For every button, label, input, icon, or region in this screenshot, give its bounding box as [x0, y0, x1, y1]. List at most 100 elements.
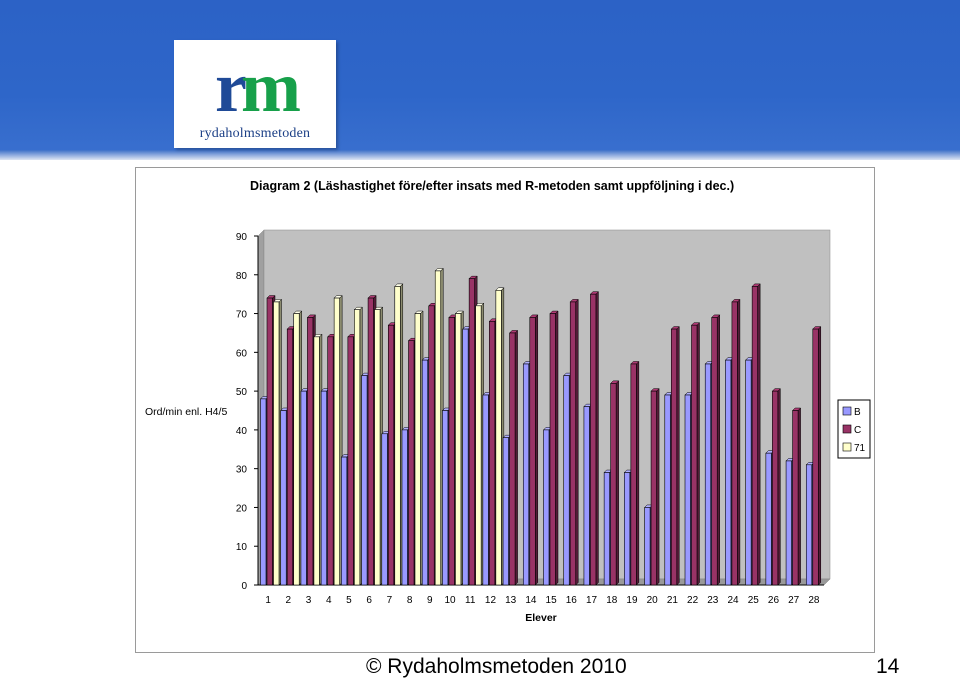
footer-copyright: © Rydaholmsmetoden 2010: [366, 655, 627, 678]
bar-front: [354, 309, 361, 586]
bar-side: [656, 388, 660, 586]
y-tick-label: 10: [236, 542, 248, 553]
bar-front: [603, 472, 610, 586]
bar: [394, 283, 404, 586]
legend-swatch: [842, 442, 852, 452]
bar-front: [313, 336, 320, 586]
bar-front: [475, 305, 482, 586]
y-tick-label: 60: [236, 348, 248, 359]
x-tick-label: 17: [586, 595, 598, 606]
x-tick-label: 6: [366, 595, 372, 606]
y-tick-label: 70: [236, 310, 248, 321]
legend-label: B: [854, 407, 861, 418]
bar-front: [260, 398, 267, 586]
bar-side: [535, 314, 539, 586]
bar: [508, 329, 519, 586]
x-tick-label: 26: [768, 595, 780, 606]
bar-front: [624, 472, 631, 586]
bar-front: [630, 363, 637, 586]
bar: [529, 314, 539, 586]
bar-side: [636, 360, 640, 586]
x-tick-label: 3: [306, 595, 312, 606]
bar-front: [367, 297, 374, 586]
bar: [333, 294, 343, 586]
bar-front: [307, 317, 314, 586]
bar-front: [543, 429, 550, 586]
bar-front: [320, 390, 327, 586]
bar: [434, 267, 444, 586]
bar-front: [394, 286, 401, 586]
bar-side: [676, 325, 680, 586]
bar-front: [408, 340, 415, 586]
x-tick-label: 22: [687, 595, 699, 606]
bar-front: [563, 375, 570, 586]
x-tick-label: 15: [546, 595, 558, 606]
x-tick-label: 28: [808, 595, 820, 606]
bar-front: [590, 293, 597, 586]
x-axis-label: Elever: [525, 612, 557, 624]
bar-side: [595, 291, 599, 586]
bar: [414, 310, 424, 586]
bar: [610, 380, 620, 586]
bar-front: [374, 309, 381, 586]
legend-label: C: [854, 425, 861, 436]
bar-side: [757, 283, 761, 586]
bar: [475, 302, 485, 586]
bar: [272, 298, 283, 586]
x-tick-label: 19: [626, 595, 638, 606]
y-tick-label: 80: [236, 271, 248, 282]
bar-front: [448, 317, 455, 586]
bar-side: [818, 325, 822, 586]
bar-side: [615, 380, 619, 586]
bar-front: [489, 321, 496, 586]
bar: [630, 360, 640, 586]
logo-text: rydaholmsmetoden: [199, 126, 311, 141]
x-tick-label: 8: [407, 595, 413, 606]
bar-front: [300, 390, 307, 586]
bar-side: [777, 388, 781, 586]
bar-front: [387, 324, 395, 586]
x-tick-label: 13: [505, 595, 517, 606]
bar: [353, 306, 363, 586]
bar-front: [333, 297, 340, 586]
bar-front: [273, 301, 280, 586]
y-axis-label: Ord/min enl. H4/5: [145, 406, 227, 418]
bar: [454, 310, 465, 586]
x-tick-label: 18: [606, 595, 618, 606]
bar-front: [509, 332, 516, 586]
x-tick-label: 23: [707, 595, 719, 606]
x-tick-label: 11: [465, 595, 476, 606]
bar-side: [555, 310, 559, 586]
bar-front: [327, 336, 334, 586]
bar: [791, 407, 802, 586]
bar-front: [569, 301, 577, 586]
bar-side: [797, 407, 801, 586]
legend-swatch: [842, 406, 852, 416]
bar: [589, 291, 600, 586]
x-tick-label: 21: [667, 595, 679, 606]
bar: [569, 298, 579, 586]
bar-front: [725, 359, 732, 586]
bar: [812, 325, 822, 586]
bar: [293, 310, 303, 586]
bar-front: [361, 375, 368, 586]
bar-front: [462, 328, 469, 586]
logo-mark: rm: [174, 51, 336, 123]
bar-front: [347, 336, 354, 586]
bar-front: [442, 410, 449, 586]
bar-front: [650, 390, 657, 586]
x-tick-label: 7: [387, 595, 393, 606]
x-tick-label: 14: [525, 595, 537, 606]
bar-front: [731, 301, 738, 586]
bar: [690, 322, 701, 586]
bar: [771, 388, 781, 586]
bar-front: [381, 433, 388, 586]
bar-side: [696, 322, 700, 586]
bar-front: [522, 363, 530, 586]
bar-front: [502, 437, 509, 586]
bar-front: [704, 363, 712, 586]
bar: [313, 333, 323, 586]
legend-label: 71: [854, 443, 866, 454]
bar-front: [711, 317, 718, 586]
y-tick-label: 90: [236, 232, 248, 243]
